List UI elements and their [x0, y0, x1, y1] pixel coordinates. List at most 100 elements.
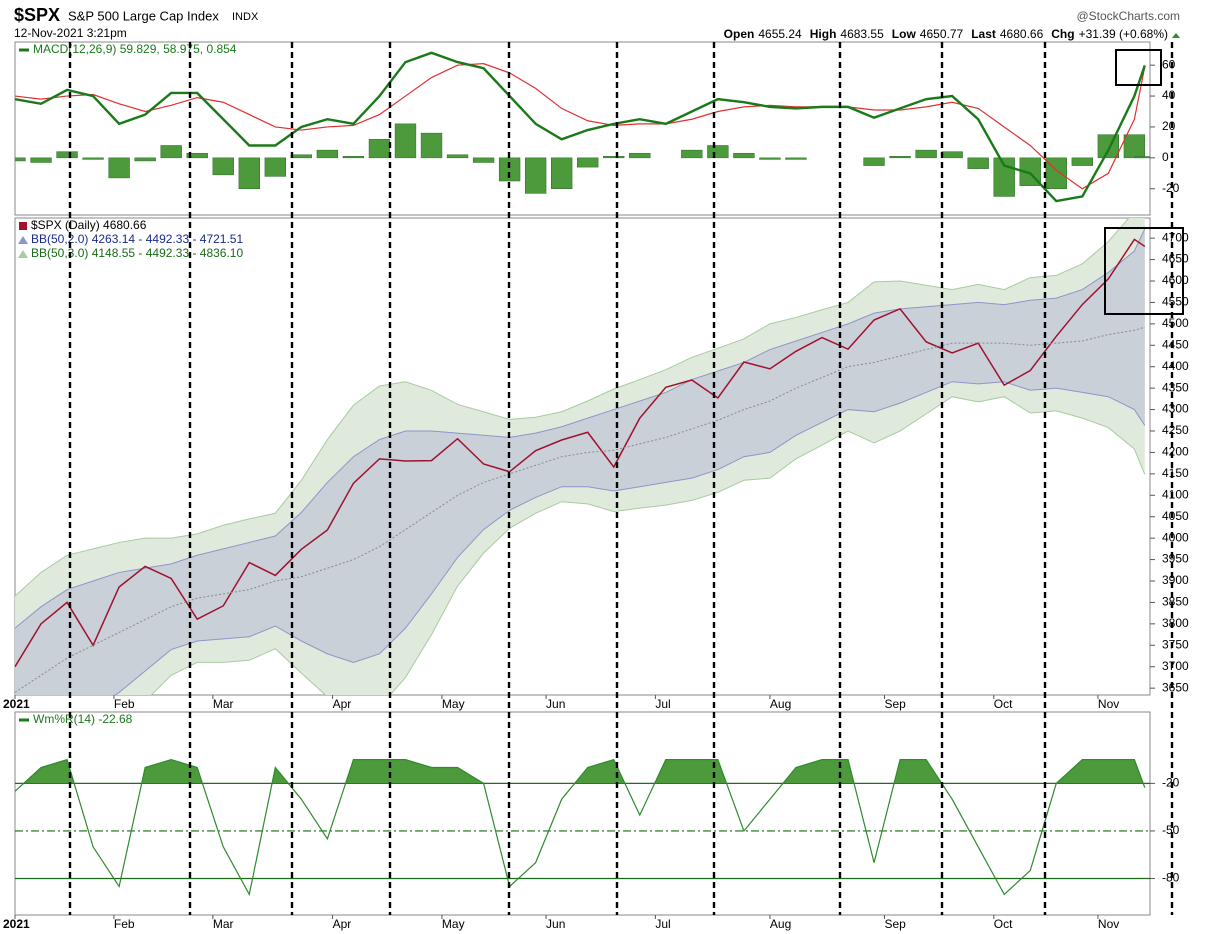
- histogram-bar: [394, 123, 417, 159]
- x-tick-label: Sep: [884, 697, 906, 711]
- histogram-bar: [472, 157, 495, 163]
- plot: [15, 51, 1150, 203]
- y-tick-label: 4550: [1162, 295, 1189, 309]
- x-tick-label: Aug: [770, 697, 791, 711]
- x-tick-label: Apr: [333, 917, 352, 931]
- band-line: [150, 396, 1146, 695]
- panel-title: Wm%R(14) -22.68: [33, 712, 133, 726]
- x-tick-label: Nov: [1098, 917, 1119, 931]
- histogram-bar: [186, 152, 208, 159]
- x-tick-label: Oct: [994, 697, 1013, 711]
- histogram-bar: [733, 152, 755, 159]
- quote-value: 4650.77: [920, 27, 964, 41]
- y-tick-label: 4400: [1162, 359, 1189, 373]
- highlight-box: [1115, 49, 1162, 86]
- histogram-bar: [551, 157, 573, 189]
- quote-value: 4655.24: [758, 27, 802, 41]
- histogram-bar: [420, 132, 443, 159]
- histogram-bar: [1097, 134, 1120, 159]
- x-tick-label: Jun: [546, 917, 565, 931]
- x-tick-label: Mar: [213, 917, 234, 931]
- quote-label: Chg: [1051, 27, 1074, 41]
- x-tick-label: Feb: [114, 697, 135, 711]
- x-tick-label: Oct: [994, 917, 1013, 931]
- y-tick-label: 4700: [1162, 230, 1189, 244]
- histogram-bar: [524, 157, 547, 194]
- histogram-bar: [915, 149, 937, 159]
- panel-title: MACD(12,26,9) 59.829, 58.975, 0.854: [33, 42, 237, 56]
- plot: [15, 218, 1146, 695]
- histogram-bar: [1134, 156, 1150, 159]
- y-tick-label: 4600: [1162, 273, 1189, 287]
- x-tick-label: 2021: [3, 917, 30, 931]
- histogram-bar: [134, 157, 156, 162]
- histogram-bar: [577, 157, 599, 168]
- plot-area: [14, 711, 1151, 916]
- up-arrow: [1172, 33, 1180, 38]
- quote-label: High: [810, 27, 837, 41]
- legend-entry: $SPX (Daily) 4680.66: [31, 218, 147, 232]
- quote-label: Low: [892, 27, 917, 41]
- y-tick-label: 3700: [1162, 659, 1189, 673]
- histogram-bar: [316, 149, 339, 159]
- histogram-bar: [30, 157, 52, 163]
- histogram-bar: [290, 154, 313, 159]
- histogram-bar: [160, 145, 182, 159]
- histogram-bar: [82, 157, 104, 160]
- x-tick-label: Jul: [655, 917, 670, 931]
- y-tick-label: 3650: [1162, 680, 1189, 694]
- annotations: [68, 42, 1184, 915]
- legend-swatch: [19, 222, 27, 230]
- y-tick-label: 4100: [1162, 487, 1189, 501]
- y-tick-label: 4150: [1162, 466, 1189, 480]
- band-area: [15, 228, 1145, 695]
- histogram-bar: [967, 157, 989, 169]
- threshold-area: [15, 759, 1145, 784]
- y-tick-label: 3950: [1162, 552, 1189, 566]
- histogram-bar: [603, 156, 625, 159]
- series-line: [15, 51, 1146, 203]
- panel: 3650 3700 3750 3800 3850 3900 3950 4000 4050 4100…: [3, 217, 1189, 711]
- histogram-bar: [1071, 157, 1093, 166]
- y-tick-label: 3900: [1162, 573, 1189, 587]
- x-tick-label: Apr: [333, 697, 352, 711]
- y-tick-label: 0: [1162, 150, 1169, 164]
- x-tick-label: Mar: [213, 697, 234, 711]
- quote-label: Last: [971, 27, 996, 41]
- series-line: [15, 758, 1146, 897]
- exchange: INDX: [232, 11, 259, 23]
- y-tick-label: 4650: [1162, 252, 1189, 266]
- y-tick-label: 4300: [1162, 402, 1189, 416]
- histogram-bar: [56, 151, 78, 159]
- y-tick-label: 3800: [1162, 616, 1189, 630]
- y-tick-label: 4050: [1162, 509, 1189, 523]
- x-tick-label: Jul: [655, 697, 670, 711]
- date: 12-Nov-2021 3:21pm: [14, 26, 127, 40]
- histogram-bar: [212, 157, 234, 176]
- histogram-bar: [681, 149, 703, 159]
- y-tick-label: 4250: [1162, 423, 1189, 437]
- y-tick-label: 4450: [1162, 337, 1189, 351]
- plot: [15, 758, 1150, 897]
- legend-swatch: [18, 250, 28, 258]
- x-tick-label: Nov: [1098, 697, 1119, 711]
- histogram-bar: [785, 157, 807, 160]
- histogram-bar: [446, 154, 469, 159]
- band-line: [114, 381, 1146, 695]
- legend-swatch: [18, 236, 28, 244]
- quote-label: Open: [724, 27, 755, 41]
- x-tick-label: 2021: [3, 697, 30, 711]
- histogram-bar: [759, 157, 781, 160]
- histogram-bar: [238, 157, 260, 189]
- histogram-bar: [1123, 134, 1146, 159]
- histogram-bar: [264, 157, 286, 177]
- x-tick-label: May: [442, 917, 465, 931]
- histogram-bar: [889, 156, 911, 159]
- series-line: [15, 238, 1146, 668]
- band-line: [15, 218, 1130, 597]
- histogram-bar: [863, 157, 885, 166]
- y-tick-label: 3750: [1162, 637, 1189, 651]
